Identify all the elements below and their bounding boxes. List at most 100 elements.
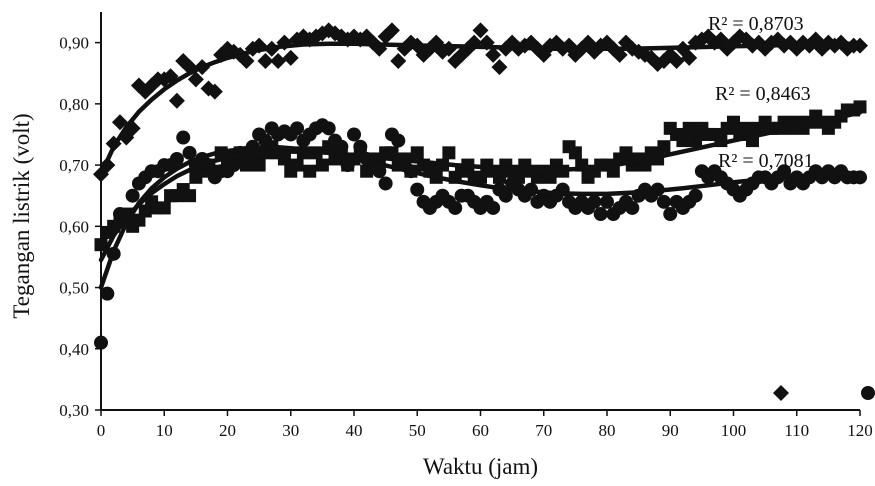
x-tick-label: 50 [409, 421, 426, 440]
data-point-square [739, 121, 753, 135]
data-point-square [410, 146, 424, 160]
data-point-diamond [168, 92, 185, 109]
trendline-square [98, 110, 863, 263]
data-point-circle [600, 194, 614, 209]
data-point-diamond [491, 59, 508, 76]
y-axis-title: Tegangan listrik (volt) [9, 113, 34, 318]
legend-marker-circle [861, 386, 875, 400]
data-point-circle [347, 127, 361, 142]
data-point-square [157, 201, 171, 215]
x-tick-label: 40 [346, 421, 363, 440]
data-point-square [682, 121, 696, 135]
data-point-diamond [206, 83, 223, 100]
data-point-diamond [270, 52, 287, 69]
x-tick-label: 0 [97, 421, 106, 440]
data-point-square [474, 170, 487, 184]
data-point-circle [498, 188, 513, 203]
data-point-square [689, 134, 703, 148]
data-point-diamond [390, 52, 407, 69]
data-point-square [252, 158, 266, 172]
y-tick-label: 0,90 [59, 34, 89, 53]
data-point-square [315, 158, 329, 172]
trendline-circle [98, 145, 863, 290]
data-point-square [183, 189, 197, 203]
data-point-square [568, 146, 582, 160]
data-point-circle [353, 139, 368, 154]
data-point-diamond [282, 49, 299, 66]
series-circle [94, 118, 867, 350]
y-tick-label: 0,80 [59, 95, 89, 114]
data-point-diamond [257, 52, 274, 69]
data-point-circle [334, 139, 349, 154]
data-point-circle [593, 207, 608, 222]
data-point-circle [340, 158, 355, 173]
r-squared-label-square: R² = 0,8463 [715, 83, 811, 105]
x-tick-label: 110 [784, 421, 809, 440]
plot-area [93, 22, 868, 350]
data-point-circle [378, 176, 393, 191]
data-point-circle [290, 121, 305, 136]
data-point-diamond [681, 49, 698, 66]
x-tick-label: 20 [219, 421, 236, 440]
series-diamond [93, 22, 868, 183]
y-tick-label: 0,40 [59, 340, 89, 359]
data-point-square [543, 170, 557, 184]
axes: 0,30 0,40 0,50 0,60 0,70 0,80 0,90 0 10 20 30 40 50… [59, 12, 873, 440]
data-point-circle [625, 200, 640, 215]
data-point-circle [169, 151, 184, 166]
legend-marker-diamond [773, 385, 789, 401]
data-point-circle [688, 188, 703, 203]
data-point-circle [587, 194, 602, 209]
data-point-diamond [485, 46, 502, 63]
x-tick-label: 60 [472, 421, 489, 440]
data-point-square [727, 115, 740, 129]
data-point-square [290, 158, 304, 172]
data-point-circle [663, 207, 678, 222]
data-point-diamond [187, 71, 204, 88]
x-tick-label: 80 [599, 421, 616, 440]
legend [773, 385, 875, 401]
x-tick-label: 90 [662, 421, 679, 440]
data-point-diamond [111, 114, 128, 131]
y-axis-ticks: 0,30 0,40 0,50 0,60 0,70 0,80 0,90 [59, 34, 101, 420]
data-point-diamond [175, 52, 192, 69]
data-point-diamond [383, 22, 400, 39]
data-point-circle [201, 158, 216, 173]
data-point-diamond [693, 31, 710, 48]
data-point-square [277, 152, 291, 166]
data-point-circle [182, 145, 197, 160]
data-point-square [657, 140, 671, 154]
data-point-circle [226, 158, 241, 173]
data-point-square [853, 100, 867, 114]
data-point-circle [486, 200, 501, 215]
data-point-circle [258, 133, 273, 148]
x-tick-label: 30 [282, 421, 299, 440]
r-squared-label-circle: R² = 0,7081 [718, 150, 814, 172]
y-tick-label: 0,60 [59, 217, 89, 236]
x-axis-ticks: 0 10 20 30 40 50 60 70 80 90 100 110 120 [97, 410, 873, 440]
data-point-diamond [643, 49, 660, 66]
data-point-circle [176, 130, 191, 145]
data-point-square [619, 146, 633, 160]
data-point-diamond [668, 52, 685, 69]
x-tick-label: 10 [156, 421, 173, 440]
y-tick-label: 0,70 [59, 156, 89, 175]
x-axis-title: Waktu (jam) [423, 454, 538, 479]
data-point-circle [410, 182, 425, 197]
data-point-circle [391, 133, 406, 148]
data-point-square [676, 134, 690, 148]
data-point-square [442, 146, 456, 160]
r-squared-label-diamond: R² = 0,8703 [708, 13, 804, 35]
data-point-square [492, 170, 506, 184]
data-point-circle [372, 164, 387, 179]
data-point-square [303, 164, 317, 178]
data-point-circle [321, 121, 336, 136]
x-tick-label: 100 [721, 421, 747, 440]
data-point-circle [777, 164, 792, 179]
data-point-diamond [314, 25, 331, 42]
data-point-circle [656, 194, 671, 209]
data-point-square [385, 146, 399, 160]
trendline-diamond [98, 41, 863, 177]
